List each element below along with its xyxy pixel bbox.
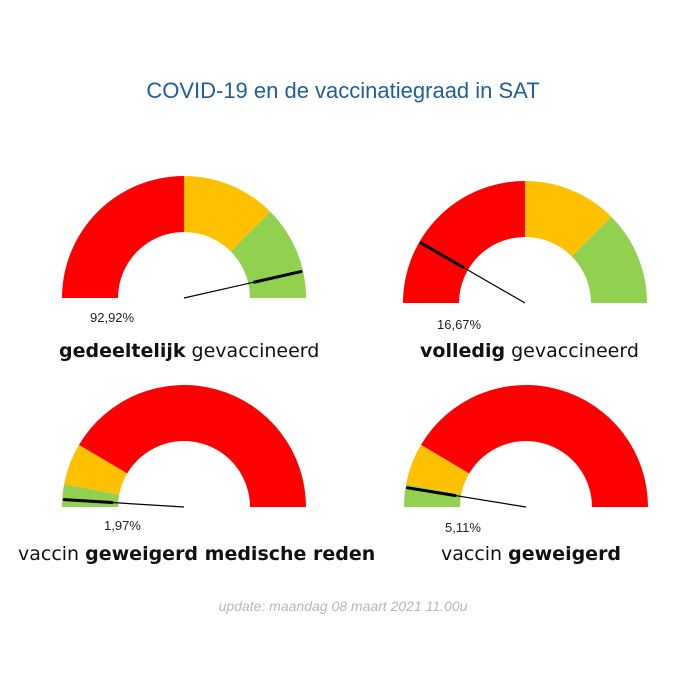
gauge-1-caption-bold: gedeeltelijk: [59, 340, 186, 362]
gauge-4-caption: vaccin geweigerd: [441, 543, 621, 565]
update-timestamp: update: maandag 08 maart 2021 11.00u: [218, 598, 468, 614]
gauge-2-caption-bold: volledig: [420, 340, 506, 362]
gauge-2-band-green: [571, 216, 647, 303]
gauge-4-caption-bold: geweigerd: [508, 543, 622, 565]
gauge-3-band-yellow: [64, 444, 128, 495]
gauge-3-needle-head: [62, 498, 114, 505]
gauge-1-caption-rest: gevaccineerd: [185, 340, 320, 362]
gauge-2-needle-head: [419, 241, 465, 269]
gauge-1-band-green: [230, 211, 306, 298]
gauge-1-value-label: 92,92%: [90, 310, 135, 325]
gauge-2-caption-rest: gevaccineerd: [505, 340, 639, 362]
gauge-2-caption: volledig gevaccineerd: [420, 340, 639, 362]
gauge-2-band-yellow: [525, 181, 612, 257]
gauge-3-caption: vaccin geweigerd medische reden: [18, 543, 375, 565]
gauge-4-needle-head: [406, 486, 457, 497]
gauge-2-value-label: 16,67%: [437, 317, 482, 332]
gauge-3-caption-prefix: vaccin: [18, 543, 86, 565]
gauge-3-caption-bold: geweigerd medische reden: [85, 543, 376, 565]
chart-title: COVID-19 en de vaccinatiegraad in SAT: [146, 78, 540, 103]
gauge-3-value-label: 1,97%: [104, 518, 141, 533]
gauge-2-band-red: [403, 181, 525, 303]
gauge-4-band-red: [420, 384, 648, 507]
gauge-1-needle-head: [252, 270, 303, 284]
gauge-1-band-yellow: [184, 176, 271, 252]
gauge-1-band-red: [62, 176, 184, 298]
gauge-1-caption: gedeeltelijk gevaccineerd: [59, 340, 319, 362]
gauge-3-band-red: [78, 384, 306, 507]
gauge-4-value-label: 5,11%: [445, 520, 481, 535]
gauge-4-caption-prefix: vaccin: [441, 543, 509, 565]
gauge-4-band-yellow: [406, 444, 470, 495]
